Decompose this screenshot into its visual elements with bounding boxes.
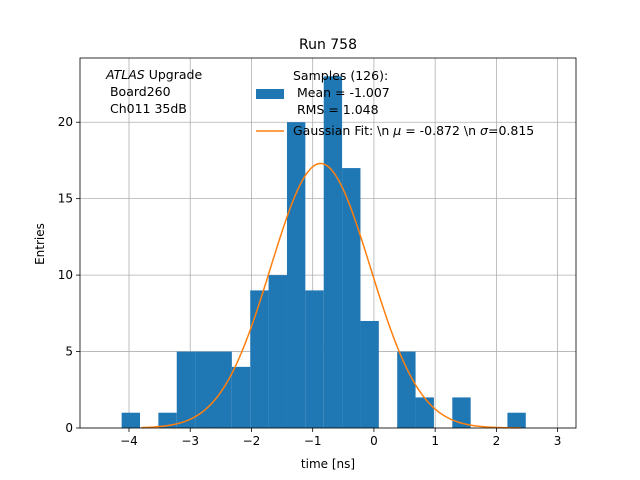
- annotation-line-2: Board260: [106, 84, 171, 99]
- chart-title: Run 758: [299, 37, 357, 53]
- x-tick-label: −4: [120, 434, 138, 448]
- annotation-experiment-suffix: Upgrade: [145, 67, 203, 82]
- legend-fit-sigma-value: =0.815: [488, 123, 534, 138]
- info-annotation: ATLAS Upgrade Board260 Ch011 35dB: [105, 67, 202, 116]
- gaussian-fit-curve: [141, 162, 521, 429]
- histogram-bar: [305, 290, 324, 428]
- y-tick-label: 10: [58, 268, 73, 282]
- histogram-bar: [323, 76, 343, 428]
- histogram-bar: [195, 351, 214, 428]
- legend-samples-swatch: [256, 89, 284, 99]
- histogram-bar: [250, 290, 269, 428]
- legend-samples-title: Samples (126):: [293, 68, 388, 83]
- y-tick-label: 15: [58, 192, 73, 206]
- legend-fit-sigma-symbol: σ: [480, 123, 489, 138]
- legend-fit-label: Gaussian Fit: \n μ = -0.872 \n σ=0.815: [293, 123, 534, 138]
- y-axis-ticks: 0 5 10 15 20: [58, 115, 80, 435]
- legend-fit-mu-symbol: μ: [392, 123, 401, 138]
- histogram-bar: [452, 397, 471, 428]
- x-tick-label: −1: [304, 434, 322, 448]
- annotation-line-1: ATLAS Upgrade: [105, 67, 202, 82]
- y-axis-label: Entries: [33, 223, 47, 265]
- x-tick-label: 0: [370, 434, 378, 448]
- legend-samples-rms: RMS = 1.048: [293, 102, 379, 117]
- histogram-bar: [268, 275, 287, 428]
- legend: Samples (126): Mean = -1.007 RMS = 1.048…: [256, 68, 534, 138]
- histogram-bar: [507, 412, 526, 428]
- histogram-bar: [360, 320, 379, 428]
- histogram-bar: [231, 366, 251, 428]
- y-tick-label: 20: [58, 115, 73, 129]
- histogram-bar: [342, 168, 361, 428]
- x-tick-label: 3: [554, 434, 562, 448]
- legend-fit-mu-value: = -0.872 \n: [401, 123, 480, 138]
- histogram-bar: [121, 412, 141, 428]
- legend-fit-prefix: Gaussian Fit: \n: [293, 123, 393, 138]
- histogram-bar: [415, 397, 434, 428]
- annotation-experiment: ATLAS: [105, 67, 145, 82]
- x-axis-ticks: −4 −3 −2 −1 0 1 2 3: [120, 428, 561, 448]
- y-tick-label: 5: [65, 345, 73, 359]
- legend-samples-mean: Mean = -1.007: [293, 85, 390, 100]
- y-tick-label: 0: [65, 421, 73, 435]
- plot-frame: [79, 57, 577, 429]
- histogram-bar: [176, 351, 196, 428]
- x-tick-label: 1: [431, 434, 439, 448]
- x-tick-label: −3: [181, 434, 199, 448]
- annotation-line-3: Ch011 35dB: [106, 101, 187, 116]
- histogram-bar: [397, 351, 416, 428]
- x-axis-label: time [ns]: [301, 457, 355, 471]
- x-tick-label: −2: [243, 434, 261, 448]
- x-tick-label: 2: [493, 434, 501, 448]
- histogram-bar: [286, 122, 306, 428]
